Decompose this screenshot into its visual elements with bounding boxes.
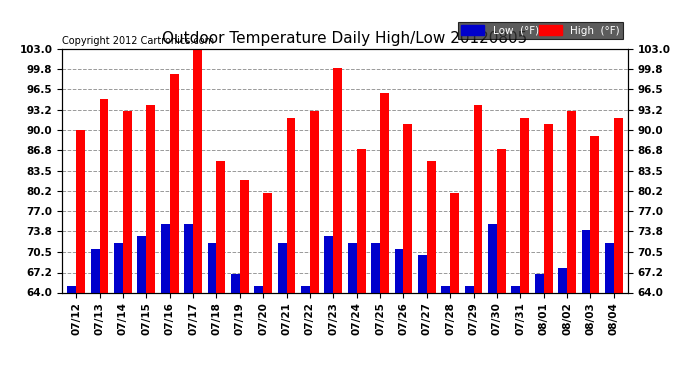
Bar: [591, 136, 600, 292]
Bar: [184, 224, 193, 292]
Bar: [348, 243, 357, 292]
Bar: [193, 49, 202, 292]
Bar: [404, 124, 413, 292]
Bar: [488, 224, 497, 292]
Bar: [255, 286, 263, 292]
Bar: [208, 243, 217, 292]
Text: Copyright 2012 Cartronics.com: Copyright 2012 Cartronics.com: [62, 36, 214, 46]
Bar: [544, 124, 553, 292]
Bar: [137, 236, 146, 292]
Bar: [99, 99, 108, 292]
Bar: [427, 161, 435, 292]
Bar: [418, 255, 427, 292]
Bar: [231, 274, 240, 292]
Bar: [473, 105, 482, 292]
Bar: [614, 117, 623, 292]
Bar: [567, 111, 576, 292]
Bar: [76, 130, 85, 292]
Bar: [310, 111, 319, 292]
Bar: [535, 274, 544, 292]
Bar: [333, 68, 342, 292]
Bar: [114, 243, 123, 292]
Title: Outdoor Temperature Daily High/Low 20120805: Outdoor Temperature Daily High/Low 20120…: [162, 31, 528, 46]
Bar: [497, 149, 506, 292]
Bar: [286, 117, 295, 292]
Bar: [170, 74, 179, 292]
Bar: [357, 149, 366, 292]
Bar: [371, 243, 380, 292]
Bar: [240, 180, 248, 292]
Bar: [324, 236, 333, 292]
Bar: [450, 192, 459, 292]
Bar: [123, 111, 132, 292]
Bar: [520, 117, 529, 292]
Bar: [67, 286, 76, 292]
Bar: [395, 249, 404, 292]
Bar: [263, 192, 272, 292]
Bar: [146, 105, 155, 292]
Bar: [511, 286, 520, 292]
Legend: Low  (°F), High  (°F): Low (°F), High (°F): [458, 22, 622, 39]
Bar: [464, 286, 473, 292]
Bar: [277, 243, 286, 292]
Bar: [217, 161, 226, 292]
Bar: [301, 286, 310, 292]
Bar: [605, 243, 614, 292]
Bar: [558, 267, 567, 292]
Bar: [161, 224, 170, 292]
Bar: [380, 93, 389, 292]
Bar: [90, 249, 99, 292]
Bar: [582, 230, 591, 292]
Bar: [442, 286, 450, 292]
